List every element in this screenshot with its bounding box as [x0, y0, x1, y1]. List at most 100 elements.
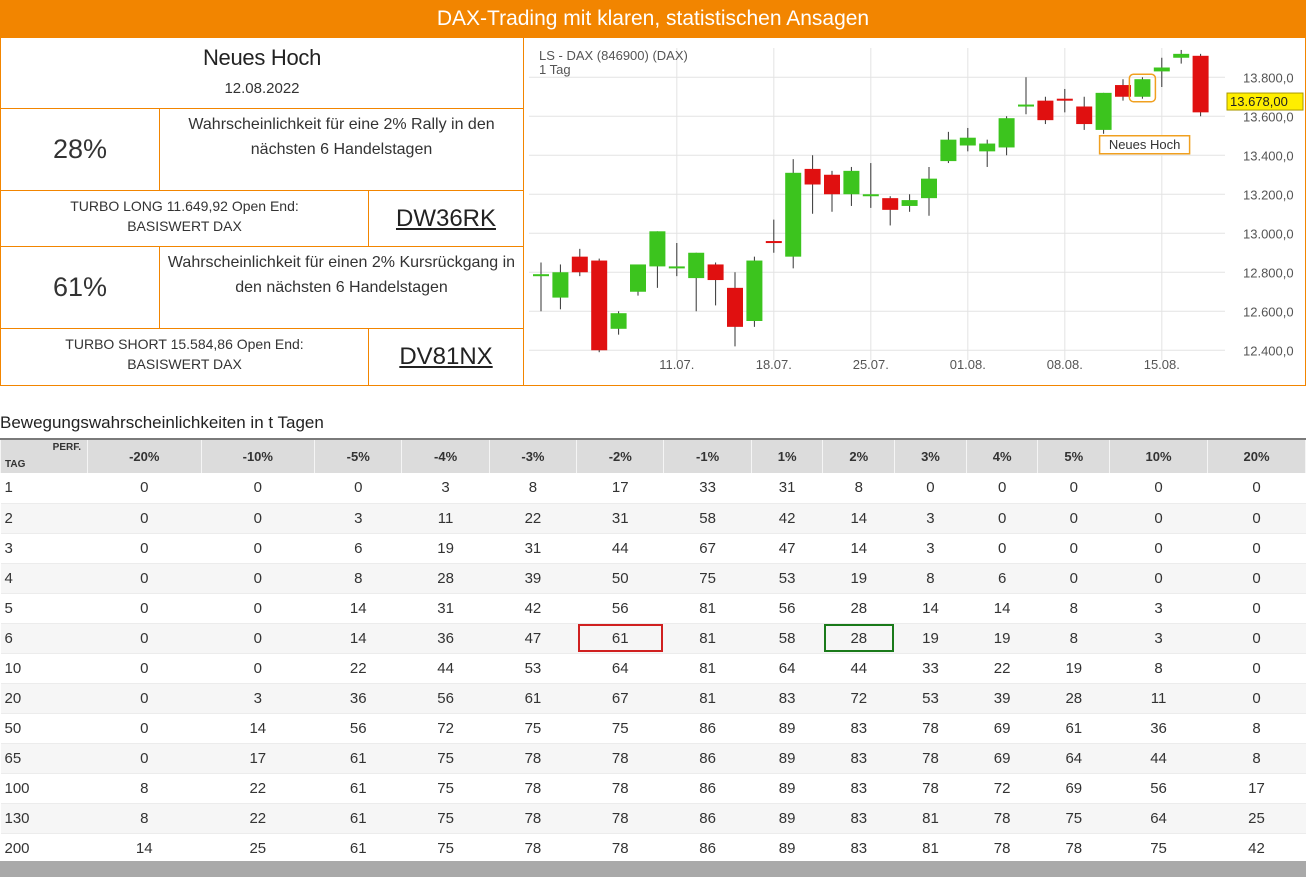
table-cell: 0	[1037, 473, 1110, 504]
table-cell: 14	[201, 713, 315, 744]
candle-body	[1134, 79, 1151, 97]
table-cell: 19	[1037, 653, 1110, 684]
table-cell: 0	[201, 473, 315, 504]
table-cell: 36	[314, 683, 402, 714]
table-cell: 75	[1037, 803, 1110, 834]
table-cell: 8	[1207, 743, 1306, 774]
table-cell: 8	[1207, 713, 1306, 744]
table-corner-header: PERF. TAG	[0, 438, 88, 473]
table-cell: 0	[1037, 533, 1110, 564]
table-cell: 8	[1109, 653, 1208, 684]
table-cell: 8	[1037, 593, 1110, 624]
table-cell: 61	[314, 743, 402, 774]
table-cell: 36	[401, 623, 490, 654]
row-tag-cell: 1	[0, 473, 88, 504]
table-cell: 0	[87, 593, 202, 624]
candle-body	[843, 170, 860, 195]
candle-body	[940, 139, 957, 162]
table-cell: 0	[1109, 473, 1208, 504]
table-cell: 0	[966, 503, 1038, 534]
candle-body	[824, 174, 840, 195]
table-cell: 0	[201, 653, 315, 684]
short-probability: 61%	[52, 272, 108, 302]
row-tag-cell: 100	[0, 773, 88, 804]
table-cell: 39	[966, 683, 1038, 714]
table-cell: 75	[401, 833, 490, 864]
table-cell: 8	[489, 473, 577, 504]
column-header: -20%	[87, 438, 202, 473]
table-cell: 64	[751, 653, 823, 684]
table-cell: 39	[489, 563, 577, 594]
table-cell: 0	[1207, 503, 1306, 534]
table-cell: 61	[489, 683, 577, 714]
x-tick-label: 18.07.	[756, 357, 792, 372]
candle-body	[979, 143, 996, 152]
table-cell: 78	[489, 803, 577, 834]
table-row: 2 0 0 3 11 22 31 58 42 14 3 0 0 0 0	[0, 503, 1306, 534]
column-header: 1%	[750, 438, 824, 473]
column-header: -3%	[488, 438, 578, 473]
table-cell: 44	[401, 653, 490, 684]
table-cell: 33	[894, 653, 967, 684]
candle-body	[901, 200, 918, 206]
short-product-row: TURBO SHORT 15.584,86 Open End: BASISWER…	[1, 329, 523, 385]
table-cell: 56	[576, 593, 664, 624]
table-cell: 0	[1037, 563, 1110, 594]
short-product-code-link[interactable]: DV81NX	[399, 343, 493, 370]
row-tag-cell: 50	[0, 713, 88, 744]
table-cell: 81	[663, 653, 752, 684]
table-row: 20 0 3 36 56 61 67 81 83 72 53 39 28 11 0	[0, 683, 1306, 714]
table-cell: 83	[822, 743, 895, 774]
row-tag-cell: 5	[0, 593, 88, 624]
table-cell: 78	[576, 743, 664, 774]
table-cell: 86	[663, 713, 752, 744]
candle-body	[668, 266, 685, 269]
dax-candlestick-chart[interactable]: 12.400,0 12.600,0 12.800,0 13.000,0 13.200,0…	[525, 38, 1305, 385]
table-cell: 22	[201, 803, 315, 834]
x-tick-label: 11.07.	[659, 357, 694, 372]
short-product-line2: BASISWERT DAX	[127, 356, 242, 372]
long-product-code-link[interactable]: DW36RK	[395, 204, 497, 232]
table-cell: 3	[1109, 593, 1208, 624]
table-cell: 89	[751, 803, 823, 834]
x-tick-label: 01.08.	[950, 357, 986, 372]
page-banner: DAX-Trading mit klaren, statistischen An…	[0, 0, 1306, 38]
table-cell: 31	[401, 593, 490, 624]
row-tag-cell: 6	[0, 623, 88, 654]
table-cell: 0	[966, 473, 1038, 504]
chart-title: LS - DAX (846900) (DAX)	[539, 48, 688, 63]
table-cell: 78	[576, 773, 664, 804]
y-tick-label: 12.600,0	[1243, 304, 1294, 319]
table-cell: 81	[663, 623, 752, 654]
table-cell: 86	[663, 833, 752, 864]
table-cell: 72	[822, 683, 895, 714]
table-cell: 83	[751, 683, 823, 714]
table-cell: 69	[1037, 773, 1110, 804]
bottom-scrollbar[interactable]	[0, 861, 1306, 877]
table-cell: 3	[1109, 623, 1208, 654]
candle-body	[921, 178, 937, 199]
long-product-row: TURBO LONG 11.649,92 Open End: BASISWERT…	[1, 191, 523, 247]
candle-body	[571, 256, 588, 273]
last-price-box	[1226, 92, 1304, 111]
row-tag-cell: 4	[0, 563, 88, 594]
table-cell: 89	[751, 713, 823, 744]
short-product-desc: TURBO SHORT 15.584,86 Open End: BASISWER…	[1, 329, 368, 385]
table-cell: 61	[314, 773, 402, 804]
y-tick-label: 13.800,0	[1243, 70, 1294, 85]
table-cell: 72	[966, 773, 1038, 804]
table-row: 65 0 17 61 75 78 78 86 89 83 78 69 64 44 8	[0, 743, 1306, 774]
table-cell: 78	[576, 833, 664, 864]
table-cell: 22	[201, 773, 315, 804]
y-tick-label: 13.600,0	[1243, 109, 1294, 124]
column-header: 3%	[894, 438, 967, 473]
table-cell: 78	[489, 833, 577, 864]
table-cell: 8	[822, 473, 895, 504]
probability-table: PERF. TAG -20% -10% -5% -4% -3% -2% -1% 1% 2% 3% 4…	[0, 438, 1306, 864]
table-cell: 83	[822, 713, 895, 744]
candle-body	[1153, 67, 1170, 72]
tag-header-label: TAG	[5, 459, 26, 470]
table-cell: 0	[314, 473, 402, 504]
candle-body	[630, 264, 646, 292]
column-header: -10%	[200, 438, 316, 473]
